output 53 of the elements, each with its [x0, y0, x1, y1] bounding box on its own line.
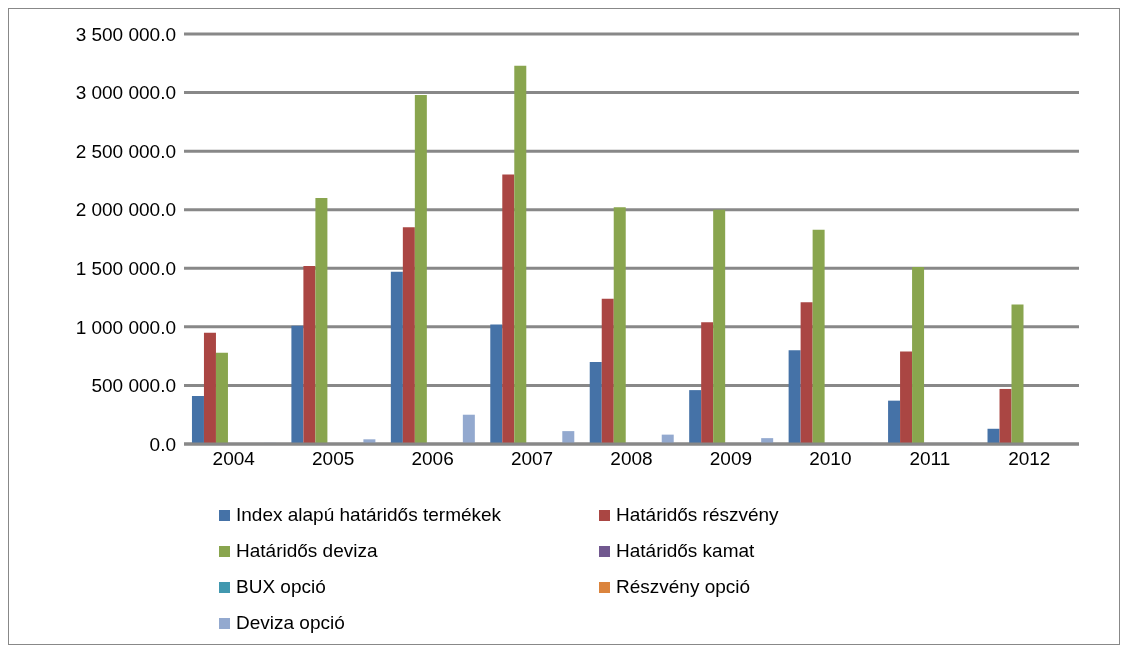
- bar: [390, 271, 403, 444]
- x-tick-label: 2012: [1008, 448, 1051, 470]
- bar: [812, 229, 825, 444]
- bar: [589, 362, 602, 444]
- x-tick-label: 2005: [312, 448, 355, 470]
- legend-label: Határidős részvény: [616, 504, 779, 526]
- bar: [912, 267, 925, 444]
- bar: [689, 390, 702, 444]
- y-tick-label: 0.0: [149, 433, 176, 455]
- bar: [315, 198, 328, 444]
- x-tick-label: 2006: [411, 448, 454, 470]
- y-tick-label: 2 500 000.0: [75, 140, 176, 162]
- bar: [514, 65, 527, 444]
- legend-label: BUX opció: [236, 576, 326, 598]
- y-tick-label: 1 000 000.0: [75, 316, 176, 338]
- bar: [701, 322, 714, 444]
- legend-label: Határidős kamat: [616, 540, 755, 562]
- bar: [987, 428, 1000, 444]
- bar: [1011, 304, 1024, 444]
- x-tick-label: 2010: [809, 448, 852, 470]
- x-tick-label: 2009: [709, 448, 753, 470]
- legend-label: Határidős deviza: [236, 540, 378, 562]
- bar: [291, 325, 304, 444]
- bar: [788, 350, 801, 444]
- legend-label: Részvény opció: [616, 576, 751, 598]
- y-tick-label: 500 000.0: [91, 375, 176, 397]
- y-tick-label: 3 500 000.0: [75, 23, 176, 45]
- bar: [613, 207, 626, 444]
- x-tick-label: 2007: [510, 448, 554, 470]
- bar: [490, 324, 503, 444]
- x-tick-label: 2008: [610, 448, 653, 470]
- y-tick-label: 1 500 000.0: [75, 258, 176, 280]
- legend-label: Index alapú határidős termékek: [236, 504, 502, 526]
- y-tick-label: 3 000 000.0: [75, 82, 176, 104]
- bar: [191, 395, 204, 444]
- bar: [562, 431, 575, 444]
- bar: [414, 94, 427, 444]
- bar: [402, 227, 415, 444]
- y-tick-label: 2 000 000.0: [75, 199, 176, 221]
- bar: [462, 414, 475, 444]
- legend-label: Deviza opció: [236, 612, 345, 634]
- x-tick-label: 2004: [212, 448, 256, 470]
- bar: [502, 174, 515, 444]
- bar: [800, 302, 813, 444]
- bar: [888, 400, 901, 444]
- x-tick-label: 2011: [909, 448, 951, 470]
- bar: [203, 332, 216, 444]
- bar: [601, 298, 614, 444]
- bar: [999, 388, 1012, 444]
- bar: [215, 352, 228, 444]
- bar: [303, 265, 316, 444]
- bar: [900, 351, 913, 444]
- bar: [713, 209, 726, 444]
